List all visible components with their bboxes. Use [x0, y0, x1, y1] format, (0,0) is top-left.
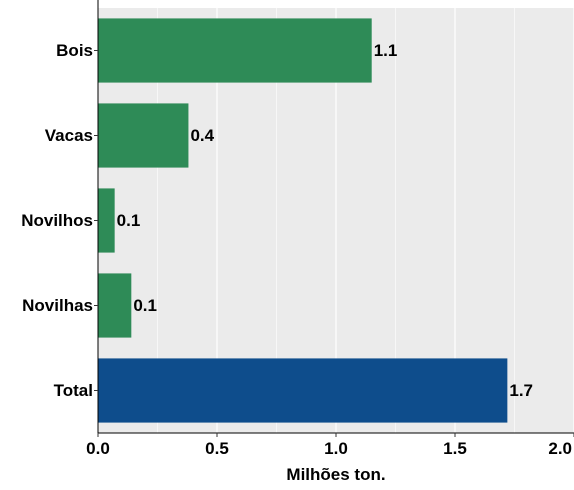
- bar-novilhas: [98, 273, 132, 338]
- y-tick-label-novilhas: Novilhas: [22, 296, 93, 315]
- bar-bois: [98, 18, 372, 83]
- x-tick-label: 1.5: [443, 439, 467, 458]
- bar-total: [98, 358, 508, 423]
- data-label-vacas: 0.4: [190, 126, 214, 145]
- x-tick-label: 0.0: [86, 439, 110, 458]
- x-axis-title: Milhões ton.: [286, 465, 385, 484]
- data-label-total: 1.7: [509, 381, 533, 400]
- y-tick-label-bois: Bois: [56, 41, 93, 60]
- data-labels: 1.1 0.4 0.1 0.1 1.7: [117, 41, 533, 400]
- data-label-novilhas: 0.1: [133, 296, 157, 315]
- x-axis-ticks: 0.0 0.5 1.0 1.5 2.0: [86, 433, 574, 458]
- bar-vacas: [98, 103, 189, 168]
- y-tick-label-total: Total: [54, 381, 93, 400]
- x-tick-label: 1.0: [324, 439, 348, 458]
- bars: [98, 18, 508, 423]
- bar-novilhos: [98, 188, 115, 253]
- data-label-bois: 1.1: [374, 41, 398, 60]
- data-label-novilhos: 0.1: [117, 211, 141, 230]
- y-tick-label-vacas: Vacas: [45, 126, 93, 145]
- x-tick-label: 0.5: [205, 439, 229, 458]
- y-axis-ticks: Bois Vacas Novilhos Novilhas Total: [21, 41, 98, 400]
- y-tick-label-novilhos: Novilhos: [21, 211, 93, 230]
- x-tick-label: 2.0: [548, 439, 572, 458]
